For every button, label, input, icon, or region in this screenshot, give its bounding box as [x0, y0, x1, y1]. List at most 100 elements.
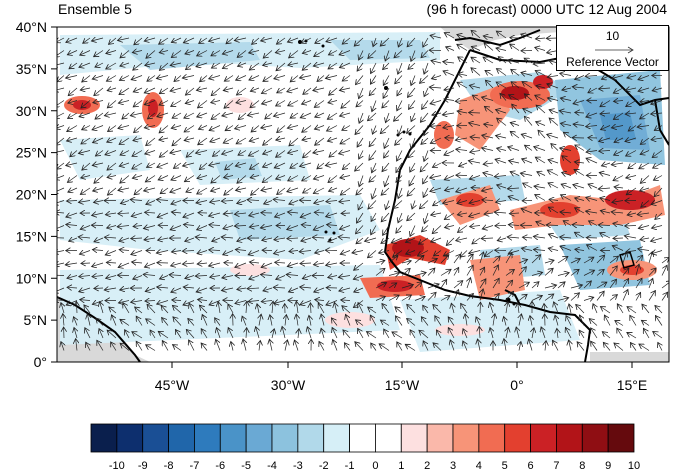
wind-vector [172, 137, 182, 146]
wind-vector [483, 57, 494, 64]
wind-vector [655, 212, 663, 220]
wind-vector [482, 97, 494, 100]
wind-vector [296, 301, 298, 314]
wind-vector [407, 187, 416, 196]
wind-vector [339, 88, 351, 90]
wind-vector [382, 162, 390, 172]
wind-vector [282, 326, 285, 339]
wind-vector [380, 320, 390, 326]
wind-vector [92, 76, 104, 80]
wind-vector [210, 138, 221, 142]
wind-vector [640, 101, 650, 102]
wind-vector [444, 150, 455, 156]
wind-vector [157, 113, 169, 117]
wind-vector [341, 213, 351, 214]
wind-vector [557, 273, 569, 276]
wind-vector [609, 295, 617, 301]
wind-vector [301, 37, 312, 43]
wind-vector [583, 281, 591, 289]
wind-vector [302, 101, 312, 105]
wind-vector [448, 317, 455, 326]
wind-vector [458, 225, 468, 233]
wind-vector [583, 257, 594, 264]
wind-vector [535, 195, 546, 201]
wind-vector [158, 176, 169, 180]
wind-vector [356, 187, 364, 195]
wind-vector [156, 200, 169, 201]
wind-vector [401, 285, 414, 288]
wind-vector [57, 176, 65, 180]
wind-vector [277, 125, 286, 133]
wind-vector [339, 288, 351, 291]
wind-vector [587, 245, 598, 251]
wind-vector [169, 275, 182, 276]
wind-vector [399, 125, 402, 136]
wind-vector [536, 122, 546, 126]
wind-vector [423, 37, 429, 47]
wind-vector [119, 87, 130, 95]
wind-vector [531, 282, 539, 289]
wind-vector [303, 87, 312, 94]
colorbar-swatch [400, 423, 428, 453]
wind-vector [57, 100, 65, 108]
wind-vector [104, 113, 117, 116]
wind-vector [210, 276, 221, 278]
wind-vector [299, 251, 312, 252]
wind-vector [480, 252, 484, 264]
wind-vector [117, 226, 130, 227]
wind-vector [651, 251, 663, 254]
wind-vector [407, 304, 416, 314]
wind-vector [536, 222, 546, 226]
wind-vector [144, 126, 156, 128]
wind-vector [471, 68, 481, 76]
wind-vector [411, 112, 415, 122]
wind-vector [294, 340, 298, 351]
wind-vector [210, 201, 221, 203]
wind-vector [469, 123, 481, 126]
wind-vector [611, 212, 624, 213]
wind-vector [196, 201, 208, 204]
wind-vector [411, 75, 415, 86]
wind-vector [523, 109, 533, 114]
wind-vector [461, 303, 468, 314]
wind-vector [171, 175, 182, 181]
colorbar-swatch [607, 423, 635, 453]
wind-vector [66, 163, 78, 166]
wind-vector [67, 276, 78, 279]
wind-vector [184, 138, 195, 141]
wind-vector [327, 125, 338, 132]
wind-vector [585, 76, 598, 77]
wind-vector [396, 175, 403, 183]
wind-vector [173, 345, 182, 351]
wind-vector [601, 163, 611, 166]
wind-vector [661, 281, 669, 289]
wind-vector [406, 251, 416, 255]
wind-vector [185, 51, 195, 55]
wind-vector [61, 342, 64, 351]
wind-vector [313, 225, 325, 231]
wind-vector [444, 99, 455, 101]
wind-vector [383, 75, 390, 86]
wind-vector [327, 112, 338, 119]
wind-vector [314, 288, 325, 292]
wind-vector [484, 43, 494, 51]
map-area [57, 27, 669, 362]
wind-vector [328, 101, 338, 103]
wind-vector [372, 100, 376, 112]
wind-vector [368, 307, 377, 314]
wind-vector [172, 300, 182, 301]
wind-vector [524, 116, 533, 126]
wind-vector [467, 278, 471, 289]
wind-vector [70, 150, 78, 157]
wind-vector [422, 100, 429, 110]
wind-vector [569, 304, 571, 314]
wind-vector [171, 212, 182, 213]
wind-vector [74, 328, 77, 339]
wind-vector [596, 269, 604, 276]
wind-vector [57, 50, 65, 58]
wind-vector [639, 344, 650, 351]
wind-vector [171, 126, 182, 129]
wind-vector [398, 37, 402, 47]
wind-vector [107, 100, 117, 108]
wind-vector [432, 163, 442, 167]
